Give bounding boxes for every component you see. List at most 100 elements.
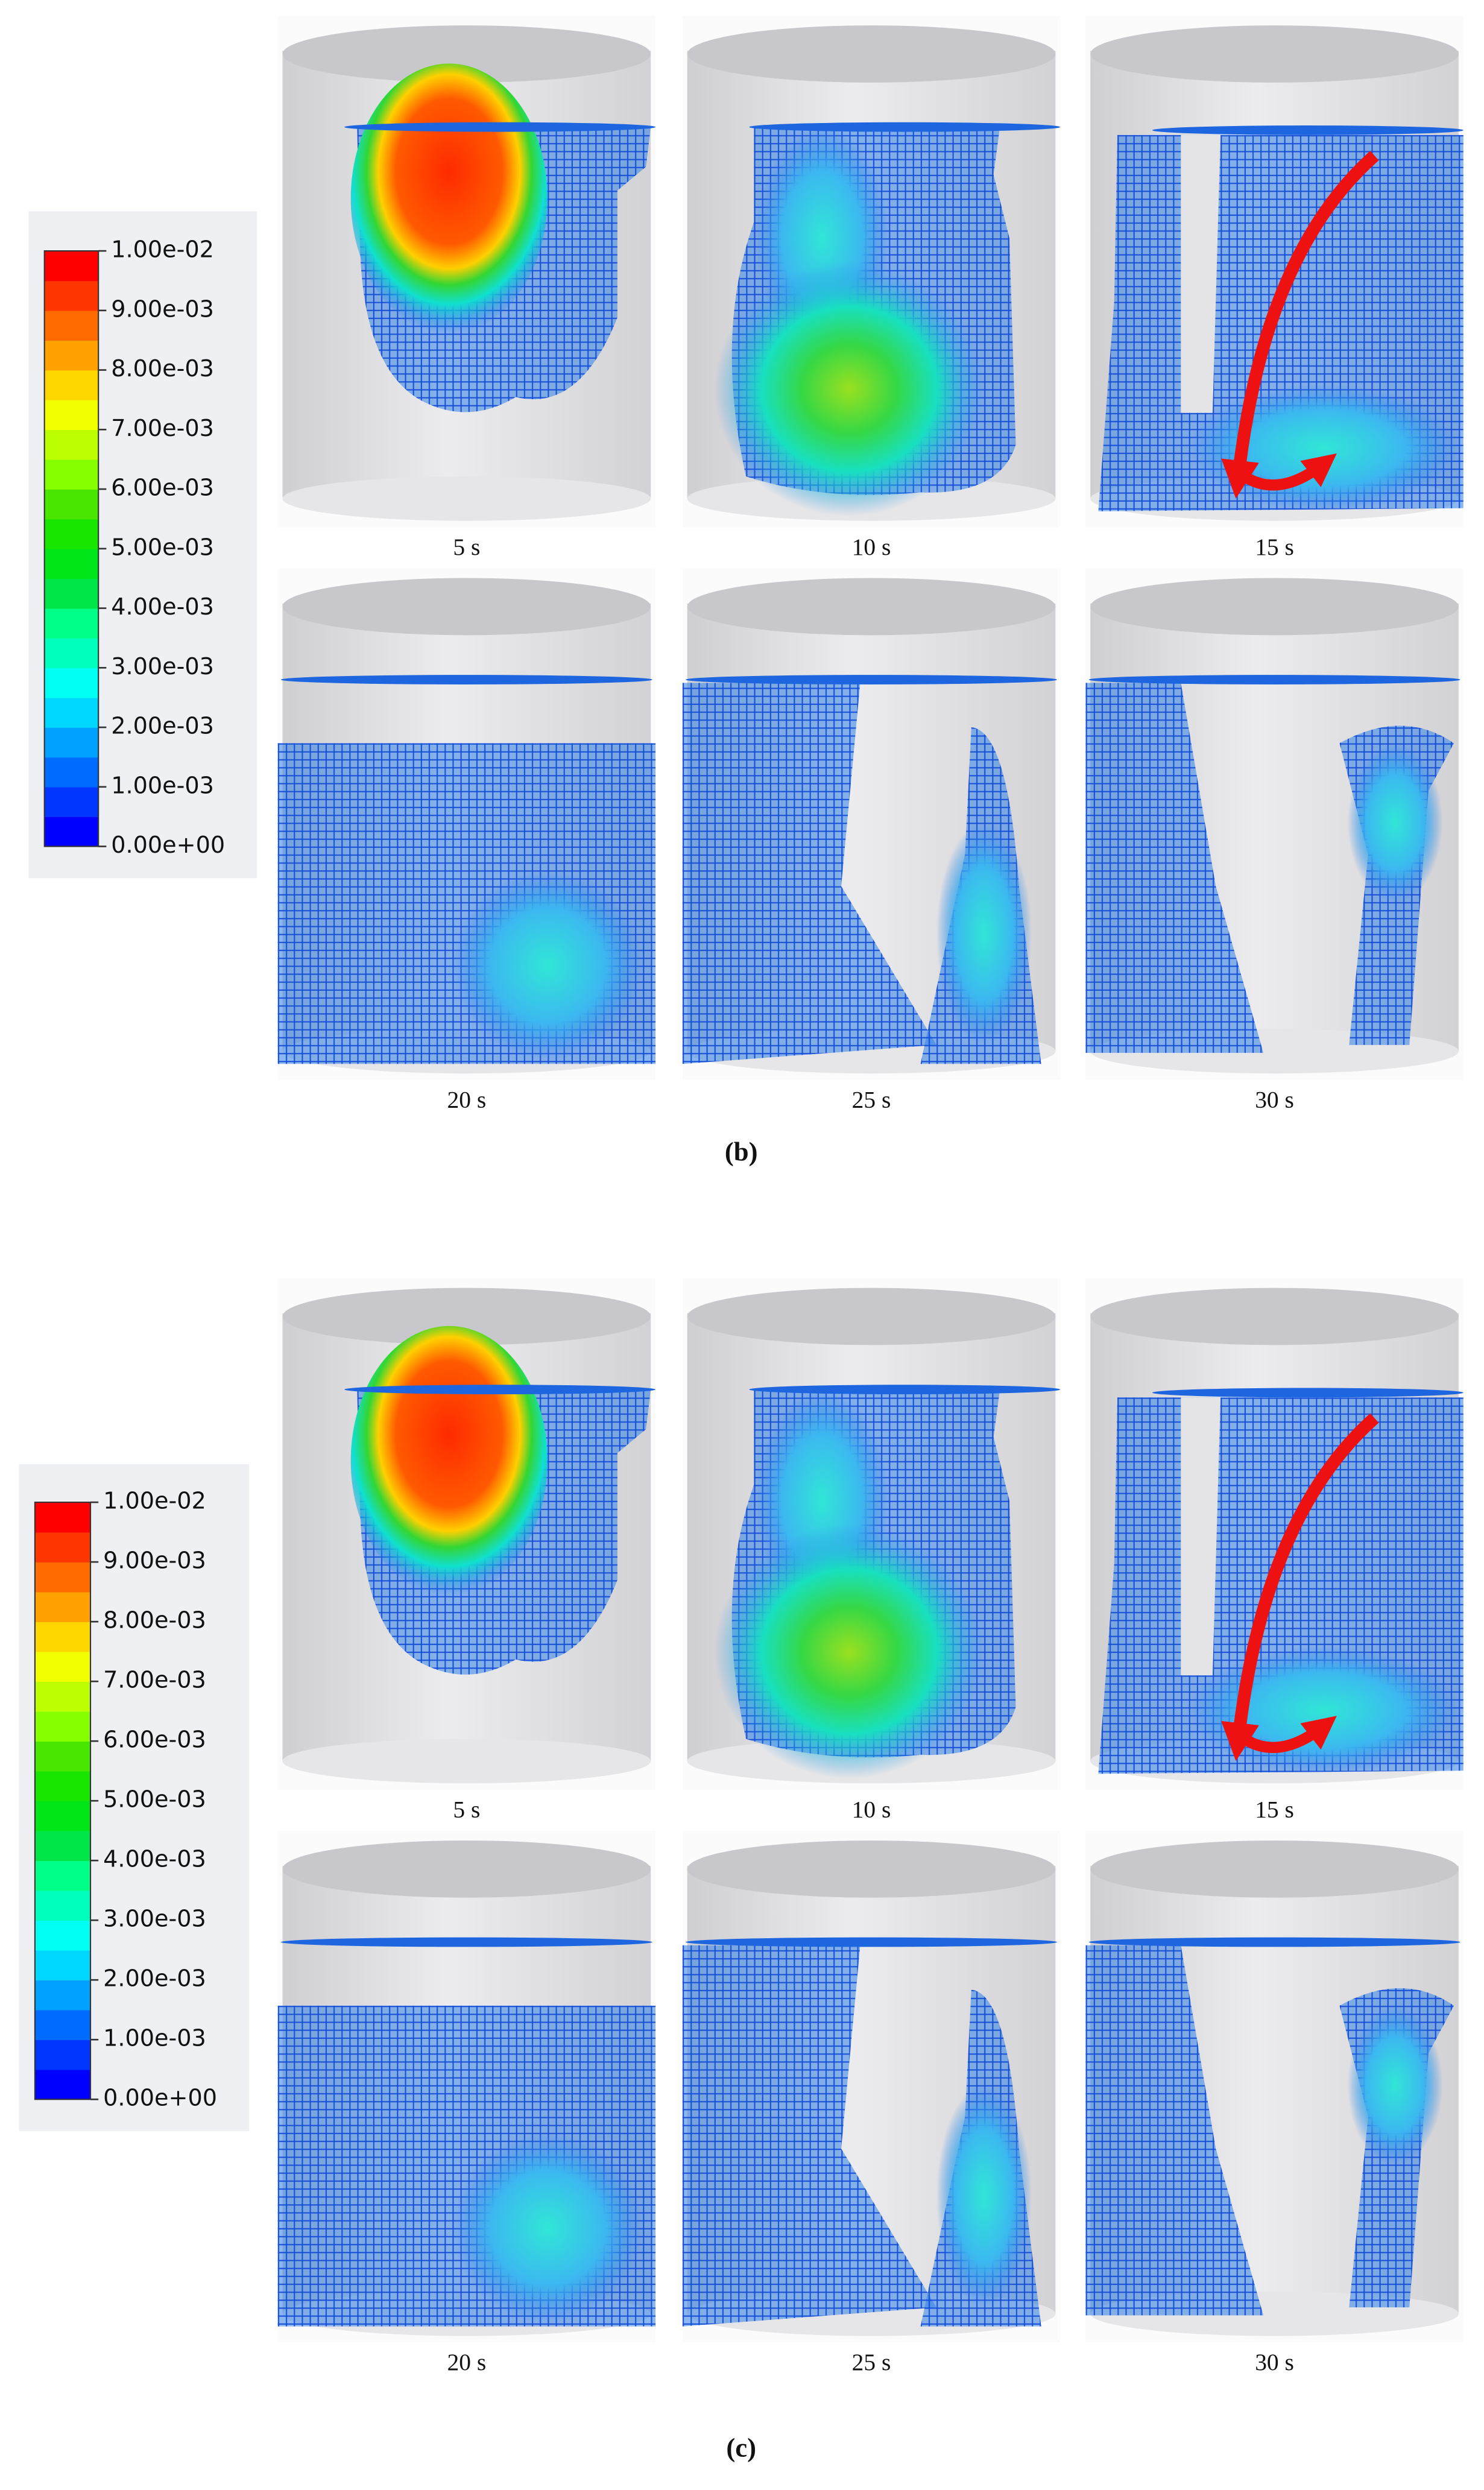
legend-label: 4.00e-03 [111,594,214,621]
colorbar-frame [34,1502,92,2100]
cylinder-bottom [282,1739,651,1784]
impeller-plate [280,1937,652,1947]
colorbar-band [44,429,99,460]
colorbar-band [44,370,99,400]
plume [1085,1945,1264,2316]
legend-label: 7.00e-03 [103,1667,206,1694]
cylinder-top [282,1288,651,1345]
legend-label: 1.00e-03 [111,773,214,799]
plume [1085,683,1264,1053]
cylinder-top [1090,578,1459,636]
colorbar-band [34,2069,91,2100]
colorbar-band [34,1681,91,1712]
colorbar-band [34,1711,91,1742]
colorbar-band [44,697,99,728]
plume [1181,1397,1221,1676]
legend-label: 9.00e-03 [111,296,214,323]
colorbar-band [44,727,99,758]
legend-label: 9.00e-03 [103,1548,206,1575]
impeller-plate [686,1937,1057,1947]
cylinder-top [687,1840,1056,1898]
cylinder-top [282,25,651,83]
frame [1085,16,1463,528]
colorbar-band [44,637,99,669]
colorbar-band [34,1532,91,1563]
legend-label: 1.00e-02 [103,1488,206,1515]
time-label: 15 s [1255,1796,1294,1823]
time-label: 25 s [852,1087,891,1113]
panel: 1.00e-02 9.00e-03 8.00e-03 7.00e-03 6.00e-03… [28,16,1463,1167]
legend-label: 3.00e-03 [111,654,214,680]
colorbar-band [34,1920,91,1951]
panel-label: (c) [726,2432,756,2462]
frame [682,568,1061,1080]
colorbar-band [34,2040,91,2070]
frame [682,1278,1061,1790]
impeller-plate [344,122,656,132]
legend-label: 6.00e-03 [111,475,214,502]
colorbar-band [34,1830,91,1861]
legend-label: 5.00e-03 [111,534,214,561]
time-label: 20 s [447,2349,486,2375]
impeller-plate [1152,1388,1463,1398]
frame [682,1831,1061,2343]
plume-core [1347,743,1443,902]
frame [277,1278,656,1790]
colorbar-band [34,1741,91,1772]
time-label: 5 s [453,534,480,560]
colorbar-band [34,2009,91,2040]
impeller-plate [344,1385,656,1395]
panel: 1.00e-02 9.00e-03 8.00e-03 7.00e-03 6.00e-03… [19,1278,1463,2462]
impeller-plate [1088,675,1460,684]
plume-core [350,63,548,333]
time-label: 15 s [1255,534,1294,560]
colorbar-band [44,668,99,698]
impeller-plate [280,675,652,684]
colorbar-band [34,1591,91,1622]
colorbar-band [34,1950,91,1980]
legend-label: 4.00e-03 [103,1847,206,1873]
legend-label: 1.00e-03 [103,2026,206,2052]
legend-label: 5.00e-03 [103,1787,206,1813]
colorbar-band [44,459,99,490]
colorbar-band [34,1562,91,1593]
time-label: 10 s [852,1796,891,1823]
legend-label: 0.00e+00 [111,832,225,859]
frame [277,1831,656,2343]
plume [1181,134,1221,413]
cylinder-top [1090,1288,1459,1345]
impeller-plate [749,122,1061,132]
plume-core [714,1524,984,1779]
legend-label: 7.00e-03 [111,416,214,442]
time-label: 25 s [852,2349,891,2375]
plume [682,1945,936,2327]
time-label: 5 s [453,1796,480,1823]
frame [277,16,656,528]
colorbar-band [34,1651,91,1682]
colorbar-band [34,1622,91,1652]
cylinder-top [1090,1840,1459,1898]
colorbar-band [44,578,99,609]
colorbar-band [44,608,99,639]
plume-core [936,2085,1032,2308]
colorbar-band [34,1890,91,1921]
colorbar-band [34,1771,91,1801]
plume-core [350,1326,548,1596]
plume [682,683,936,1064]
colorbar-band [44,280,99,311]
frame [1085,568,1463,1080]
colorbar-band [34,1801,91,1831]
legend-label: 2.00e-03 [111,713,214,740]
legend-label: 1.00e-02 [111,237,214,264]
colorbar-band [44,757,99,788]
cylinder-top [282,1840,651,1898]
legend-label: 8.00e-03 [103,1608,206,1634]
plume-core [1189,1646,1459,1774]
plume-core [1189,384,1459,511]
flow-arrow [1241,453,1337,491]
impeller-plate [1152,125,1463,135]
plume-core [936,823,1032,1045]
